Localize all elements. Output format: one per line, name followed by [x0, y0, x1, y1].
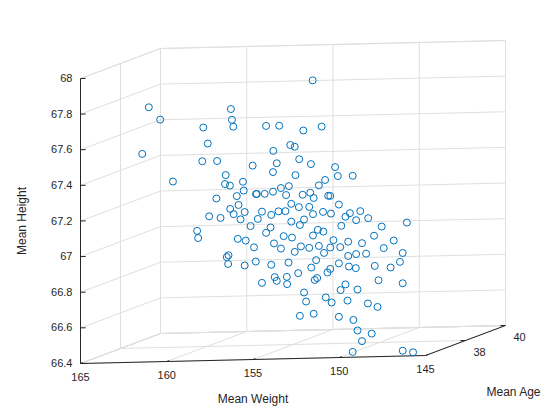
svg-text:66.4: 66.4: [51, 357, 72, 369]
svg-text:155: 155: [244, 367, 262, 379]
svg-text:Mean Weight: Mean Weight: [218, 392, 289, 406]
svg-text:66.6: 66.6: [51, 321, 72, 333]
svg-text:38: 38: [474, 346, 486, 358]
svg-text:150: 150: [330, 365, 348, 377]
svg-text:67.2: 67.2: [51, 215, 72, 227]
svg-text:Mean Age: Mean Age: [486, 385, 540, 399]
svg-text:40: 40: [514, 331, 526, 343]
svg-text:67.8: 67.8: [51, 108, 72, 120]
svg-text:67: 67: [60, 250, 72, 262]
svg-text:66.8: 66.8: [51, 286, 72, 298]
svg-text:160: 160: [158, 369, 176, 381]
svg-text:145: 145: [416, 363, 434, 375]
svg-text:67.4: 67.4: [51, 179, 72, 191]
svg-text:165: 165: [71, 371, 89, 383]
svg-text:67.6: 67.6: [51, 143, 72, 155]
svg-text:Mean Height: Mean Height: [15, 186, 29, 255]
svg-text:68: 68: [60, 72, 72, 84]
